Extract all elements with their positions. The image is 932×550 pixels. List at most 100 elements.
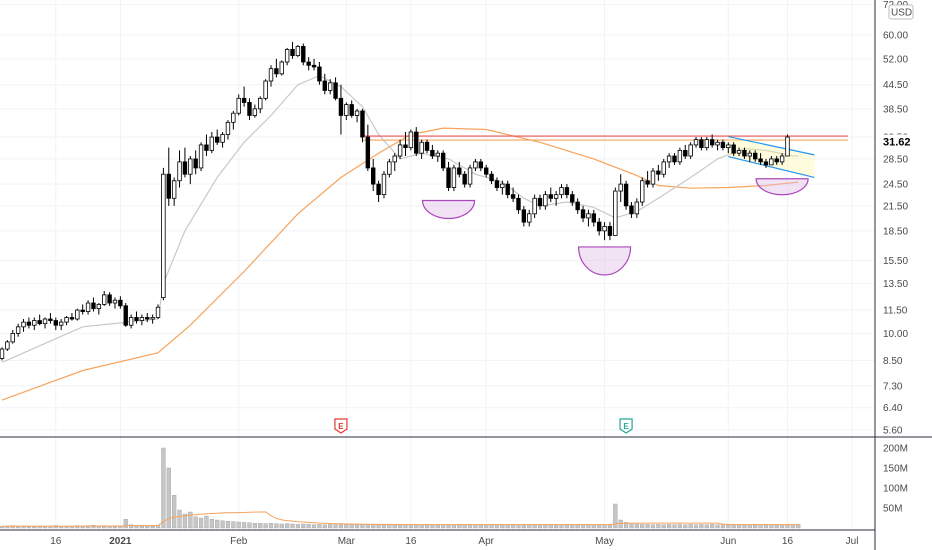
candle-body: [118, 299, 123, 307]
volume-tick-label: 50M: [883, 504, 902, 515]
earnings-event-shape: [334, 418, 348, 434]
price-tick-label: 38.50: [883, 104, 908, 115]
channel-lower-line: [728, 156, 815, 179]
candle-body: [774, 158, 779, 163]
volume-bar: [166, 467, 171, 529]
channel-upper-line: [728, 135, 815, 156]
candle-body: [58, 321, 64, 326]
volume-bar: [688, 524, 693, 529]
price-tick-label: 5.60: [883, 425, 903, 436]
volume-bar: [252, 523, 257, 529]
volume-bar: [650, 524, 656, 529]
volume-bar: [580, 524, 586, 529]
candle-body: [42, 318, 48, 325]
candle-body: [268, 68, 274, 82]
candle-body: [290, 49, 295, 56]
currency-badge[interactable]: USD: [888, 4, 914, 20]
volume-bar: [591, 524, 596, 529]
volume-bar: [241, 522, 247, 529]
price-axis[interactable]: 72.0060.0052.0044.5038.5032.5028.5024.50…: [875, 0, 917, 436]
candle-body: [435, 152, 440, 157]
volume-bar: [602, 524, 607, 529]
time-tick-label: Jun: [720, 536, 736, 547]
currency-label: USD: [891, 8, 912, 19]
volume-bar: [667, 524, 672, 529]
candle-body: [553, 194, 559, 199]
candle-body: [510, 194, 516, 199]
candle-body: [123, 305, 128, 326]
volume-tick-label: 200M: [883, 444, 908, 455]
volume-bar: [629, 523, 634, 529]
candle-body: [483, 167, 489, 175]
price-tick-label: 7.30: [883, 381, 903, 392]
candle-body: [559, 187, 564, 196]
candle-body: [279, 61, 284, 75]
candle-body: [645, 180, 650, 185]
grid-lines: [0, 0, 875, 528]
volume-bar: [387, 524, 392, 529]
candle-body: [634, 201, 640, 215]
candle-body: [623, 183, 629, 207]
candle-body: [709, 139, 715, 146]
candle-body: [629, 205, 634, 215]
volume-bar: [338, 523, 344, 529]
price-tick-label: 28.50: [883, 154, 908, 165]
volume-bar: [247, 522, 252, 529]
candle-body: [392, 155, 397, 163]
candle-body: [494, 180, 500, 188]
volume-bar: [451, 524, 457, 529]
candle-body: [726, 144, 731, 149]
volume-bar: [344, 524, 349, 529]
candle-body: [102, 294, 107, 305]
candle-body: [171, 180, 177, 199]
volume-bar: [263, 523, 268, 529]
volume-bar: [129, 524, 134, 529]
candle-body: [397, 144, 403, 157]
volume-bar: [484, 524, 489, 529]
candle-body: [527, 213, 532, 223]
candle-body: [112, 299, 118, 304]
candle-body: [656, 170, 661, 175]
volume-bar: [161, 447, 166, 529]
candle-body: [5, 341, 10, 350]
candle-body: [220, 134, 225, 143]
time-tick-label: Apr: [478, 536, 494, 547]
volume-bar: [570, 524, 575, 529]
candle-body: [85, 302, 91, 312]
earnings-event-marker[interactable]: E: [619, 418, 633, 434]
ma-short-line: [1, 74, 799, 363]
candle-body: [440, 152, 446, 169]
candle-body: [747, 152, 753, 157]
candle-body: [564, 187, 570, 196]
candle-body: [500, 183, 505, 188]
candle-body: [155, 306, 161, 318]
candle-body: [225, 121, 231, 135]
price-tick-label: 10.00: [883, 329, 908, 340]
volume-bar: [306, 524, 311, 529]
candle-body: [21, 321, 26, 328]
candle-body: [548, 194, 553, 199]
volume-bar: [473, 524, 478, 529]
volume-bar: [231, 521, 236, 529]
candle-body: [720, 141, 726, 149]
price-tick-label: 60.00: [883, 30, 908, 41]
volume-bars: [0, 447, 801, 529]
price-tick-label: 44.50: [883, 80, 908, 91]
price-tick-label: 11.50: [883, 306, 908, 317]
candle-body: [505, 183, 510, 196]
candle-body: [473, 161, 478, 169]
candle-body: [387, 161, 392, 175]
volume-bar: [634, 523, 639, 529]
volume-bar: [505, 524, 510, 529]
earnings-event-marker[interactable]: E: [334, 418, 348, 434]
volume-bar: [677, 524, 682, 529]
candle-body: [575, 201, 580, 211]
candle-body: [317, 66, 322, 82]
time-axis[interactable]: 16 2021 Feb Mar 16 Apr May Jun 16 Jul: [50, 536, 858, 547]
volume-bar: [494, 524, 500, 529]
time-tick-label: 16: [405, 536, 417, 547]
volume-bar: [333, 524, 338, 529]
candle-body: [672, 155, 677, 163]
